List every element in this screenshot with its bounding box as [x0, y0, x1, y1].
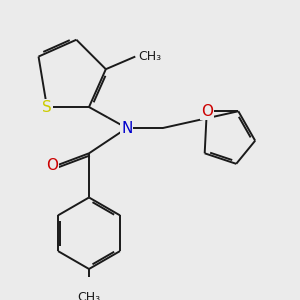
Text: CH₃: CH₃: [77, 291, 101, 300]
Text: O: O: [201, 104, 213, 119]
Text: S: S: [42, 100, 52, 115]
Text: CH₃: CH₃: [139, 50, 162, 63]
Text: N: N: [121, 121, 133, 136]
Text: O: O: [46, 158, 58, 173]
